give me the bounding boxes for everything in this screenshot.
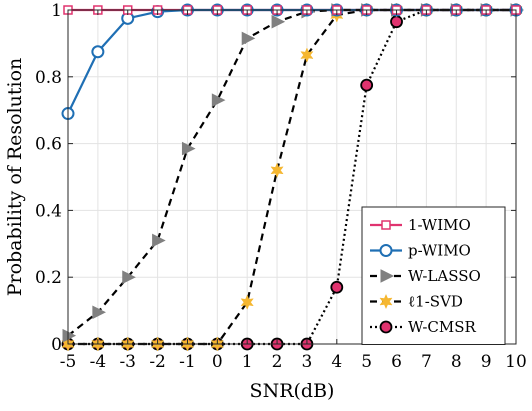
- legend-label: W-LASSO: [408, 267, 481, 285]
- x-tick-label: 4: [331, 352, 342, 372]
- x-tick-label: 1: [242, 352, 253, 372]
- y-tick-label: 0.6: [35, 135, 62, 155]
- y-axis-label: Probability of Resolution: [4, 58, 26, 297]
- data-point: [270, 162, 284, 178]
- legend-marker: [381, 220, 391, 230]
- data-point: [122, 270, 136, 285]
- y-tick-label: 0.4: [35, 201, 62, 221]
- x-tick-label: -5: [60, 352, 77, 372]
- data-point: [91, 45, 105, 59]
- y-tick-label: 0.2: [35, 268, 62, 288]
- y-ticks: 0 0.2 0.4 0.6 0.8 1: [35, 1, 516, 355]
- x-tick-label: 9: [481, 352, 492, 372]
- x-tick-label: 5: [361, 352, 372, 372]
- plot-frame: [67, 9, 517, 345]
- x-tick-label: 6: [391, 352, 402, 372]
- data-point: [240, 294, 254, 310]
- legend: 1-WIMO p-WIMO W-LASSO ℓ1-SVD W-CMSR: [361, 206, 506, 345]
- x-tick-label: 10: [505, 352, 527, 372]
- x-tick-label: 2: [272, 352, 283, 372]
- legend-marker: [379, 244, 393, 257]
- x-tick-label: -1: [179, 352, 196, 372]
- legend-marker: [380, 269, 395, 283]
- legend-label: W-CMSR: [408, 318, 477, 336]
- y-tick-label: 0: [51, 335, 62, 355]
- x-tick-label: -3: [119, 352, 136, 372]
- y-tick-label: 1: [51, 1, 62, 21]
- x-tick-label: -4: [90, 352, 107, 372]
- x-tick-label: 3: [302, 352, 313, 372]
- x-ticks: -5 -4 -3 -2 -1 0 1 2 3 4 5 6 7 8 9 10: [60, 10, 527, 372]
- data-point: [271, 14, 286, 29]
- data-point: [300, 47, 314, 63]
- data-point: [181, 141, 196, 156]
- data-point: [390, 15, 403, 29]
- legend-label: p-WIMO: [408, 242, 471, 260]
- y-tick-label: 0.8: [35, 68, 62, 88]
- data-point: [62, 328, 77, 343]
- legend-label: 1-WIMO: [408, 216, 471, 234]
- data-point: [211, 93, 226, 107]
- data-point: [330, 280, 344, 294]
- x-tick-label: 0: [212, 352, 223, 372]
- legend-label: ℓ1-SVD: [408, 293, 463, 311]
- x-axis-label: SNR(dB): [250, 380, 335, 402]
- legend-marker: [379, 320, 393, 334]
- data-point: [360, 78, 374, 92]
- data-point: [92, 305, 106, 320]
- x-tick-label: 8: [451, 352, 462, 372]
- x-tick-label: 7: [421, 352, 432, 372]
- x-tick-label: -2: [149, 352, 166, 372]
- legend-marker: [379, 293, 393, 310]
- data-point: [241, 31, 256, 46]
- data-point: [152, 233, 166, 248]
